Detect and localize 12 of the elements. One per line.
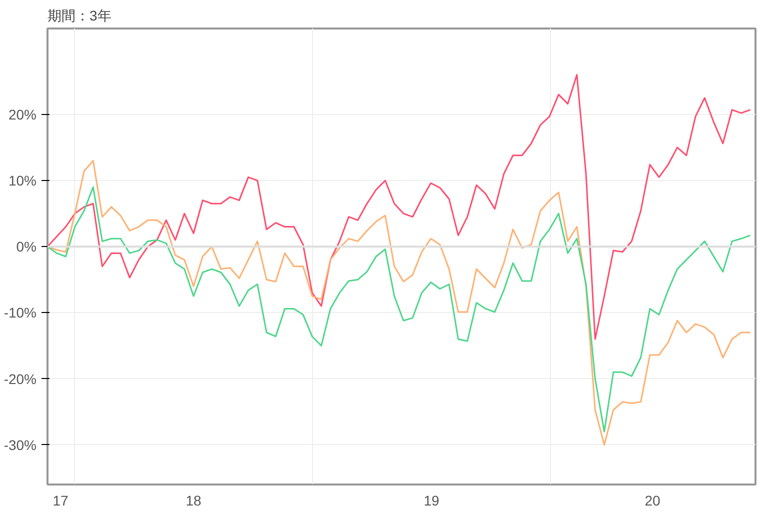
y-tick-label: 10%: [8, 172, 37, 188]
x-tick-label: 20: [644, 492, 660, 508]
x-tick-label: 17: [52, 492, 69, 508]
x-tick-label: 18: [186, 492, 202, 508]
y-tick-label: -20%: [4, 370, 37, 387]
x-tick-label: 19: [424, 492, 440, 508]
y-tick-label: -10%: [4, 304, 37, 321]
y-tick-label: 20%: [8, 106, 37, 122]
y-tick-label: -30%: [4, 436, 37, 453]
chart-title: 期間：3年: [48, 8, 112, 24]
y-tick-label: 0%: [16, 238, 36, 255]
line-series: [48, 74, 752, 340]
